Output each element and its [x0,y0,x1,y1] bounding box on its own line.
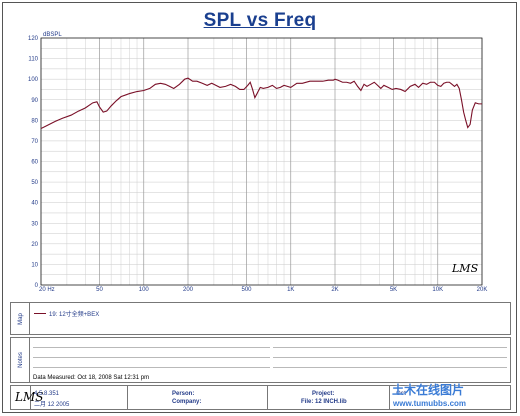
footer-version-cell: 4.5.8.351 二月 12 2005 [31,386,128,409]
legend-tab: Map [11,303,30,334]
y-axis-ticks: 0 10 20 30 40 50 60 70 80 90 100 110 120 [28,36,39,289]
watermark-url: www.tumubbs.com [393,399,467,408]
project-label: Project: [312,391,335,397]
x-axis-ticks: 20 Hz 50 100 200 500 1K 2K 5K 10K 20K [39,287,487,293]
note-line [273,357,507,358]
plot-border [40,37,483,286]
x-tick-label: 2K [331,287,338,293]
footer-person-cell: Person: Company: [128,386,268,409]
y-tick-label: 0 [35,283,39,289]
legend-tab-label: Map [18,312,24,325]
y-tick-label: 50 [31,180,38,186]
notes-tab: Notes [11,338,30,382]
y-tick-label: 100 [28,77,39,83]
y-tick-label: 20 [31,242,38,248]
y-tick-label: 90 [31,98,38,104]
x-tick-label: 5K [390,287,397,293]
footer-project-cell: Project: File: 12 INCH.lib [268,386,390,409]
legend-entry: 19: 12寸全频+BEX [49,312,100,318]
measured-date: Data Measured: Oct 18, 2008 Sat 12:31 pm [33,375,150,381]
company-label: Company: [172,399,202,405]
note-line [273,347,507,348]
page-frame [2,2,517,413]
x-tick-label: 200 [183,287,194,293]
x-tick-label: 100 [139,287,150,293]
x-tick-label: 10K [432,287,443,293]
person-label: Person: [172,391,195,397]
y-axis-label: dBSPL [43,32,62,38]
x-tick-label: 1K [287,287,294,293]
version-number: 4.5.8.351 [34,391,60,397]
watermark-text: 土木在线图片 [392,383,465,397]
footer-logo-cell: LMS [11,386,43,409]
x-tick-label: 50 [96,287,103,293]
file-label: File: 12 INCH.lib [301,399,347,405]
legend-swatch [34,313,46,314]
footer-date-label: Oct [396,391,407,397]
notes-panel: Notes Data Measured: Oct 18, 2008 Sat 12… [10,337,511,383]
spl-curve [40,77,482,130]
y-tick-label: 120 [28,36,39,42]
note-line [273,367,507,368]
x-tick-label: 20K [477,287,488,293]
legend-panel: Map 19: 12寸全频+BEX [10,302,511,335]
note-line [33,367,270,368]
chart-title: SPL vs Freq [203,10,317,31]
y-tick-label: 10 [31,262,38,268]
footer-bar: LMS 4.5.8.351 二月 12 2005 Person: Company… [10,385,511,410]
y-tick-label: 40 [31,201,38,207]
y-tick-label: 70 [31,139,38,145]
notes-tab-label: Notes [18,352,24,368]
x-tick-label: 500 [241,287,252,293]
y-tick-label: 30 [31,221,38,227]
chart-grid [40,37,483,286]
lms-corner-mark: LMS [452,262,479,275]
y-tick-label: 80 [31,118,38,124]
y-tick-label: 110 [28,57,38,63]
x-tick-label: 20 Hz [39,287,55,293]
version-date: 二月 12 2005 [34,402,70,408]
footer-date-cell: Oct [390,386,510,409]
y-tick-label: 60 [31,160,38,166]
note-line [33,357,270,358]
lms-logo: LMS [15,390,44,404]
note-line [33,347,270,348]
